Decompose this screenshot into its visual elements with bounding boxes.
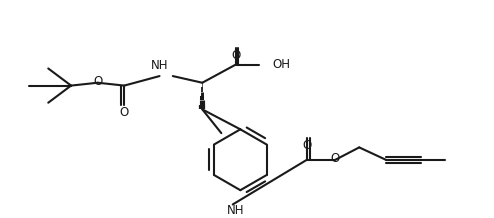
- Text: O: O: [231, 49, 240, 62]
- Text: NH: NH: [227, 204, 245, 218]
- Text: NH: NH: [151, 59, 168, 72]
- Text: O: O: [331, 152, 340, 165]
- Text: O: O: [120, 106, 129, 119]
- Text: O: O: [302, 139, 312, 152]
- Text: OH: OH: [273, 58, 290, 71]
- Text: O: O: [93, 75, 102, 88]
